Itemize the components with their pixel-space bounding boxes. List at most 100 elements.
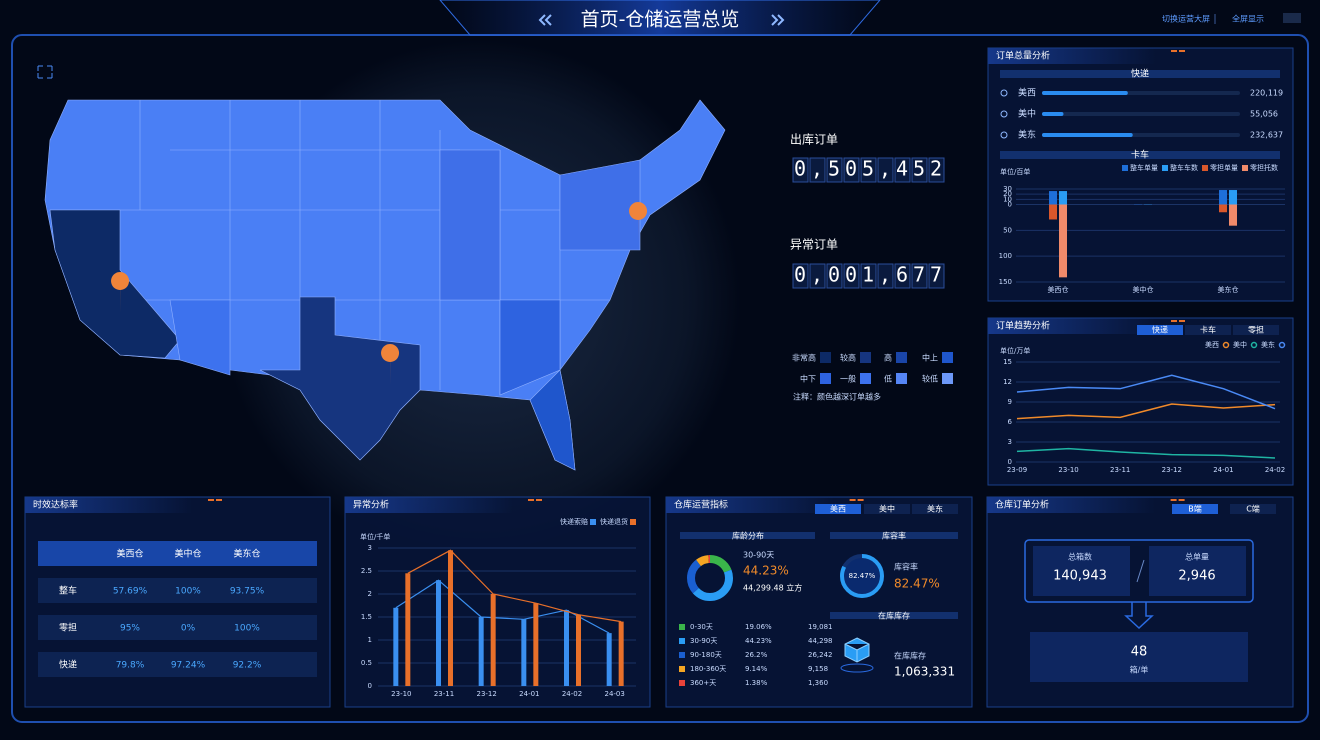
bar bbox=[436, 580, 441, 686]
x-tick-label: 23-11 bbox=[434, 690, 454, 698]
fullscreen-button[interactable]: 全屏显示 bbox=[1232, 14, 1264, 24]
progress bbox=[1042, 133, 1133, 137]
bar bbox=[564, 610, 569, 686]
legend-swatch bbox=[820, 373, 831, 384]
unit: 单位/百单 bbox=[1000, 167, 1030, 176]
bar bbox=[1059, 191, 1067, 205]
tab[interactable] bbox=[912, 504, 958, 514]
section-bar bbox=[830, 532, 958, 539]
x-tick-label: 24-03 bbox=[604, 690, 624, 698]
orders-label: 总单量 bbox=[1185, 552, 1209, 562]
menu[interactable] bbox=[1283, 13, 1301, 23]
tab-label: 美中 bbox=[879, 504, 895, 514]
digit-box bbox=[877, 263, 894, 289]
table-cell: 100% bbox=[234, 624, 260, 634]
legend-label: 零担托数 bbox=[1250, 163, 1278, 172]
section-title: 在库库存 bbox=[878, 611, 910, 621]
header-arrows[interactable] bbox=[538, 14, 785, 26]
y-tick-label: 2 bbox=[368, 590, 372, 598]
digit-box bbox=[826, 157, 843, 183]
tab[interactable] bbox=[1137, 325, 1183, 335]
table-cell: 57.69% bbox=[113, 587, 148, 597]
table-header-cell: 美西仓 bbox=[116, 548, 143, 560]
legend-marker bbox=[1250, 341, 1258, 349]
legend-swatch bbox=[679, 680, 685, 686]
capacity-value: 82.47% bbox=[894, 577, 940, 591]
digit-box bbox=[792, 157, 809, 183]
y-tick-label: 0 bbox=[1008, 458, 1012, 466]
y-tick-label: 15 bbox=[1003, 358, 1012, 366]
callout-label: 30-90天 bbox=[743, 551, 774, 560]
map-pins[interactable] bbox=[111, 202, 648, 386]
tab[interactable] bbox=[1230, 504, 1276, 514]
table-row bbox=[38, 652, 317, 677]
expand-icon[interactable] bbox=[37, 65, 53, 79]
x-tick-label: 23-12 bbox=[1162, 466, 1182, 474]
legend-swatch bbox=[820, 352, 831, 363]
progress bbox=[1042, 91, 1128, 95]
legend-swatch bbox=[942, 373, 953, 384]
bar bbox=[478, 617, 484, 686]
legend-label: 一般 bbox=[840, 374, 856, 384]
panel-title-bar bbox=[345, 497, 513, 513]
trend-line bbox=[407, 549, 622, 623]
panel-title: 异常分析 bbox=[353, 499, 389, 511]
legend-swatch bbox=[896, 373, 907, 384]
panel-title-bar bbox=[25, 497, 193, 513]
tab-label: 零担 bbox=[1248, 325, 1264, 335]
y-tick-label: 20 bbox=[1003, 190, 1012, 198]
legend-count: 26,242 bbox=[808, 651, 833, 659]
digit-box bbox=[894, 263, 911, 289]
tab[interactable] bbox=[864, 504, 910, 514]
bar bbox=[405, 573, 411, 686]
line bbox=[1016, 374, 1276, 410]
y-tick-label: 0.5 bbox=[361, 659, 372, 667]
section-bar bbox=[1000, 151, 1280, 159]
tab[interactable] bbox=[815, 504, 861, 514]
bullet bbox=[1000, 89, 1008, 97]
legend-swatch bbox=[896, 352, 907, 363]
donut-segment bbox=[687, 555, 733, 601]
bar bbox=[393, 607, 399, 686]
progress bbox=[1042, 112, 1064, 116]
stock-label: 在库库存 bbox=[894, 651, 926, 661]
digit-box bbox=[860, 263, 877, 289]
tab[interactable] bbox=[1233, 325, 1279, 335]
table-cell: 97.24% bbox=[171, 661, 206, 671]
tab-label: C端 bbox=[1246, 504, 1260, 514]
switch-button[interactable]: 切换运营大屏 bbox=[1162, 14, 1210, 24]
section-title: 库龄分布 bbox=[732, 531, 764, 541]
digit-box bbox=[911, 157, 928, 183]
map-note: 注释：颜色越深订单越多 bbox=[793, 392, 881, 402]
table-row bbox=[38, 578, 317, 603]
legend-label: 美西 bbox=[1205, 340, 1219, 349]
bar bbox=[1219, 204, 1227, 213]
legend-label: 中上 bbox=[922, 353, 938, 363]
connector bbox=[1124, 602, 1154, 630]
y-tick-label: 50 bbox=[1003, 226, 1012, 234]
legend-label: 美东 bbox=[1261, 340, 1275, 349]
legend-label: 90-180天 bbox=[690, 651, 722, 659]
y-tick-label: 30 bbox=[1003, 185, 1012, 193]
y-tick-label: 150 bbox=[999, 278, 1012, 286]
row-label: 美中 bbox=[1018, 108, 1036, 120]
bullet bbox=[1000, 110, 1008, 118]
x-tick-label: 24-02 bbox=[1265, 466, 1285, 474]
tab[interactable] bbox=[1172, 504, 1218, 514]
unit: 单位/万单 bbox=[1000, 346, 1030, 355]
x-tick-label: 美中仓 bbox=[1133, 285, 1154, 294]
donut-segment bbox=[687, 555, 733, 601]
abnormal-label: 异常订单 bbox=[790, 238, 838, 252]
digit-box bbox=[792, 263, 809, 289]
table-header-cell: 美中仓 bbox=[174, 548, 201, 560]
x-tick-label: 美东仓 bbox=[1218, 285, 1239, 294]
y-tick-label: 9 bbox=[1008, 398, 1012, 406]
tab[interactable] bbox=[1185, 325, 1231, 335]
page-title: 首页-仓储运营总览 bbox=[581, 9, 740, 31]
cell-bg bbox=[1033, 546, 1130, 596]
x-tick-label: 23-09 bbox=[1007, 466, 1027, 474]
bar bbox=[576, 614, 581, 686]
ratio-box bbox=[1030, 632, 1248, 682]
table-cell: 93.75% bbox=[230, 587, 265, 597]
